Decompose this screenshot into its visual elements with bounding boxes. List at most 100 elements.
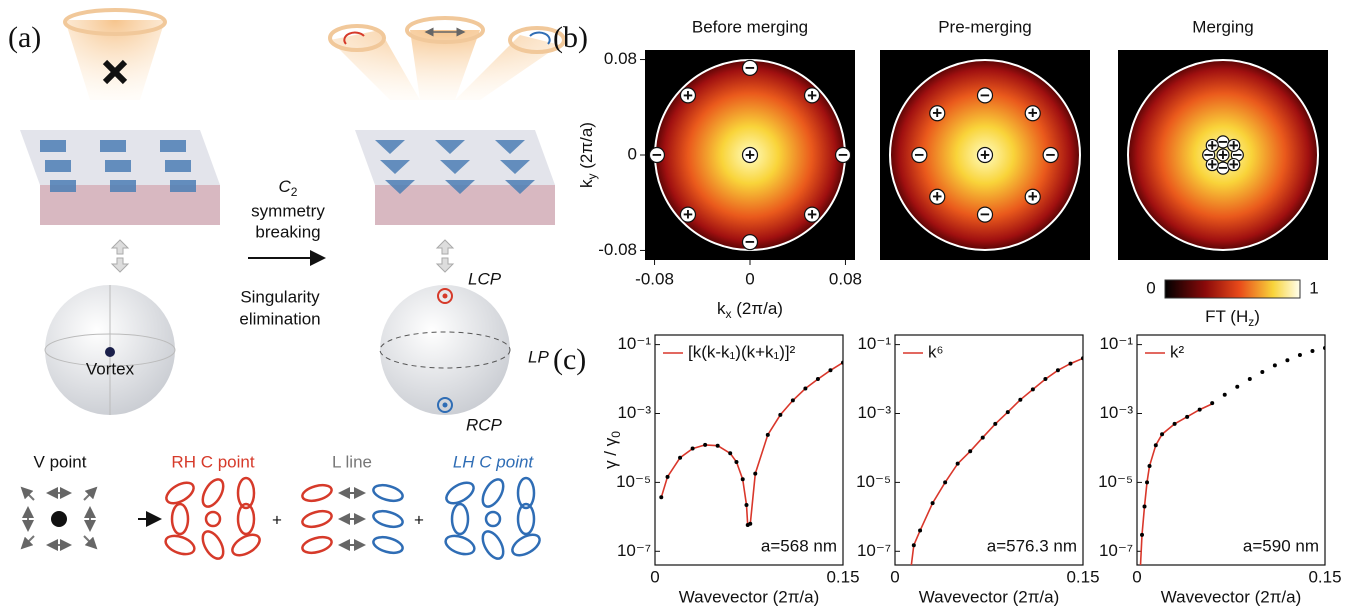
colorbar-label: FT (Hz) [1205,307,1260,329]
y-tick-label: 10⁻⁷ [857,541,891,560]
rcp-label: RCP [466,415,503,434]
data-point [1143,504,1147,508]
plus: + [272,510,282,529]
colorbar-label-rest: ) [1254,307,1260,326]
y-tick-label: 10⁻³ [617,403,651,422]
legend-label: k² [1170,342,1185,361]
data-point [659,495,663,499]
data-point [1260,370,1264,374]
data-point [1068,362,1072,366]
slab [355,130,555,185]
x-axis-label: Wavevector (2π/a) [1161,587,1302,606]
x-tick-label: 0 [650,567,659,586]
c2-sub: 2 [291,185,298,199]
charge-sign: + [745,145,755,164]
x-tick-label: 0.15 [1066,567,1099,586]
charge-sign: − [652,145,662,164]
map-title: Merging [1192,17,1253,36]
charge-sign: + [980,145,990,164]
panel-label: (c) [553,343,586,376]
data-point [753,472,757,476]
data-point [791,398,795,402]
vortex-dot [105,347,115,357]
charge-sign: + [1207,155,1217,174]
plot-frame [655,335,843,565]
charge-sign: + [1207,136,1217,155]
data-point [1018,398,1022,402]
v-point-label: V point [34,452,87,471]
data-point [803,387,807,391]
lp-label: LP [528,347,549,366]
data-point [1043,377,1047,381]
data-point [1185,415,1189,419]
data-point [744,503,748,507]
data-point [943,480,947,484]
x-axis-label-rest: (2π/a) [732,299,783,318]
data-point [981,436,985,440]
data-point [1285,358,1289,362]
data-point [1223,393,1227,397]
plot-frame [1137,335,1325,565]
y-tick-label: 10⁻¹ [857,334,891,353]
slab [20,130,220,185]
y-tick-label: -0.08 [598,240,637,259]
charge-sign: + [1028,104,1038,123]
y-axis-label-base: γ / γ [601,437,620,469]
data-point [666,475,670,479]
map-title: Pre-merging [938,17,1032,36]
map-title: Before merging [692,17,808,36]
y-axis-label-sub: 0 [609,431,623,438]
charge-sign: + [807,205,817,224]
data-point [1148,464,1152,468]
charge-sign: + [683,205,693,224]
l-line-label: L line [332,452,372,471]
charge-sign: + [1028,187,1038,206]
x-tick-label: 0 [1132,567,1141,586]
holes [40,140,196,192]
data-point [1173,422,1177,426]
rcp-point [443,403,448,408]
data-point [1310,349,1314,353]
fit-line [908,358,1084,596]
data-point [1031,387,1035,391]
data-point [841,361,845,365]
x-axis-label: Wavevector (2π/a) [919,587,1060,606]
y-tick-label: 10⁻³ [857,403,891,422]
x-tick-label: 0.15 [826,567,859,586]
data-point [716,444,720,448]
data-point [968,449,972,453]
panel-label: (b) [553,21,588,54]
c2-label: C2 [279,177,298,199]
data-point [734,460,738,464]
annotation: a=568 nm [761,536,837,555]
data-point [1298,353,1302,357]
data-point [1160,432,1164,436]
y-tick-label: 0 [628,144,637,163]
charge-sign: + [1218,145,1228,164]
charge-sign: − [914,145,924,164]
data-point [993,422,997,426]
caption-line: elimination [239,309,320,328]
caption-line: Singularity [240,287,320,306]
y-axis-label: ky (2π/a) [577,122,599,188]
rh-c-point-label: RH C point [171,452,254,471]
data-point [728,451,732,455]
y-tick-label: 10⁻¹ [1099,334,1133,353]
lcp-label: LCP [468,269,502,288]
data-point [1056,368,1060,372]
plus: + [414,510,424,529]
charge-sign: + [1229,136,1239,155]
data-point [1081,356,1085,360]
data-point [1154,443,1158,447]
c2-base: C [279,177,292,196]
colorbar [1165,280,1300,298]
vortex-label: Vortex [86,359,135,378]
data-point [1140,533,1144,537]
x-tick-label: 0.15 [1308,567,1341,586]
data-point [816,377,820,381]
charge-sign: + [932,104,942,123]
fit-line [1140,404,1213,586]
y-tick-label: 10⁻¹ [617,334,651,353]
charge-sign: − [980,86,990,105]
double-arrow [437,240,453,272]
